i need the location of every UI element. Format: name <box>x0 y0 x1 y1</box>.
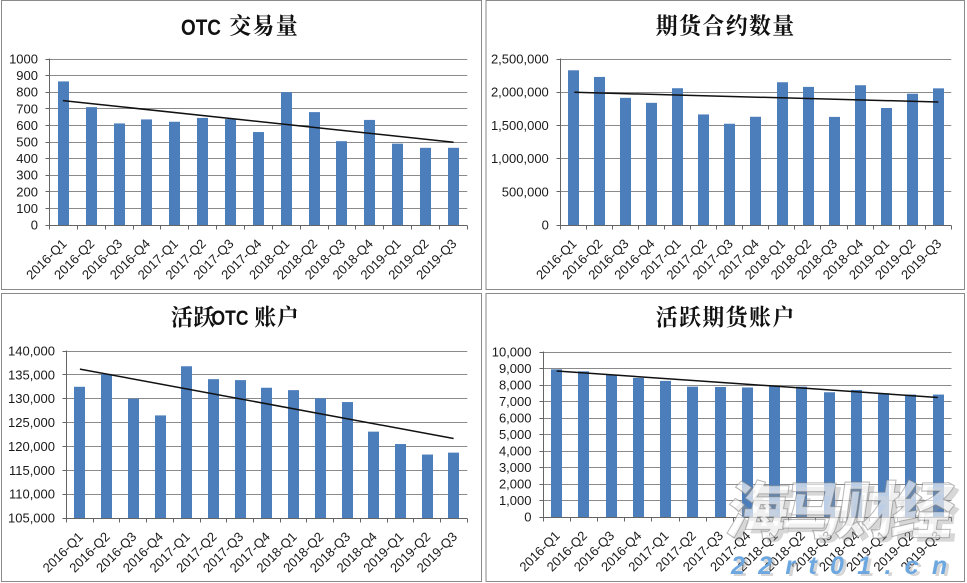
svg-text:2,500,000: 2,500,000 <box>491 52 549 67</box>
svg-text:100: 100 <box>16 201 38 216</box>
svg-text:110,000: 110,000 <box>9 487 55 502</box>
svg-text:3,000: 3,000 <box>499 460 532 475</box>
svg-text:135,000: 135,000 <box>8 367 55 382</box>
svg-text:1000: 1000 <box>9 52 38 67</box>
svg-text:6,000: 6,000 <box>499 411 532 426</box>
svg-text:115,000: 115,000 <box>9 463 55 478</box>
svg-text:1,000: 1,000 <box>499 493 532 508</box>
svg-text:105,000: 105,000 <box>8 511 55 526</box>
svg-text:300: 300 <box>16 168 38 183</box>
svg-text:130,000: 130,000 <box>8 391 55 406</box>
svg-text:10,000: 10,000 <box>492 345 532 360</box>
svg-text:OTC: OTC <box>181 15 221 40</box>
svg-text:1,000,000: 1,000,000 <box>491 151 549 166</box>
svg-text:700: 700 <box>16 101 38 116</box>
svg-text:7,000: 7,000 <box>499 394 532 409</box>
svg-text:1,500,000: 1,500,000 <box>491 118 549 133</box>
svg-text:8,000: 8,000 <box>499 378 532 393</box>
svg-text:9,000: 9,000 <box>499 361 532 376</box>
svg-text:400: 400 <box>16 151 38 166</box>
svg-text:5,000: 5,000 <box>499 427 532 442</box>
svg-text:125,000: 125,000 <box>8 415 55 430</box>
svg-text:600: 600 <box>16 118 38 133</box>
svg-text:4,000: 4,000 <box>499 444 532 459</box>
svg-text:0: 0 <box>524 510 531 525</box>
svg-text:200: 200 <box>16 184 38 199</box>
svg-text:OTC: OTC <box>212 306 249 330</box>
svg-text:800: 800 <box>16 85 38 100</box>
svg-text:2,000,000: 2,000,000 <box>491 85 549 100</box>
svg-text:120,000: 120,000 <box>8 439 55 454</box>
svg-text:0: 0 <box>542 218 549 233</box>
svg-text:0: 0 <box>31 218 38 233</box>
svg-text:140,000: 140,000 <box>8 344 55 359</box>
svg-text:500,000: 500,000 <box>502 184 549 199</box>
svg-text:900: 900 <box>16 68 38 83</box>
svg-text:500: 500 <box>16 135 38 150</box>
svg-text:2,000: 2,000 <box>499 477 532 492</box>
